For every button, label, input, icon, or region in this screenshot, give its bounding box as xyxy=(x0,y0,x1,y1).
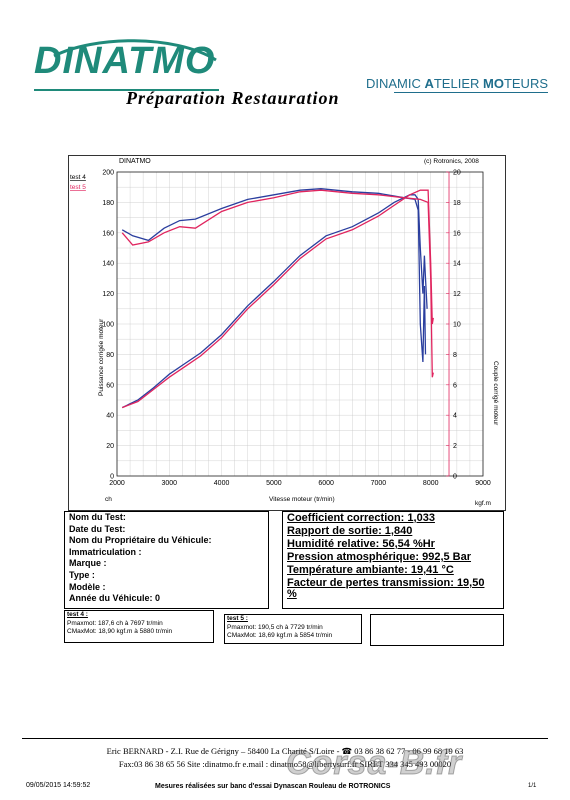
right-y-tick-label: 16 xyxy=(453,230,461,237)
series-line-test5-torque xyxy=(121,189,434,378)
x-axis-label: Vitesse moteur (tr/min) xyxy=(269,496,335,503)
x-tick-label: 9000 xyxy=(475,480,491,487)
test-date-label: Date du Test: xyxy=(69,523,126,534)
series-line-test4-power xyxy=(121,194,428,409)
x-tick-label: 2000 xyxy=(109,480,125,487)
measurement-note: Mesures réalisées sur banc d'essai Dynas… xyxy=(155,783,391,790)
model-label: Modèle : xyxy=(69,581,106,592)
owner-label: Nom du Propriétaire du Véhicule: xyxy=(69,535,212,546)
test5-results: test 5 : Pmaxmot: 190,5 ch à 7729 tr/min… xyxy=(224,614,362,644)
page-number: 1/1 xyxy=(528,783,537,789)
right-y-tick-label: 12 xyxy=(453,291,461,298)
relative-humidity: Humidité relative: 56,54 %Hr xyxy=(287,538,435,550)
dyno-chart: 2000 3000 4000 5000 6000 7000 8000 9000 0 20 40 60 8… xyxy=(68,155,506,511)
test4-pmax: Pmaxmot: 187,6 ch à 7697 tr/min xyxy=(67,619,163,627)
plot-area-frame xyxy=(116,171,484,477)
right-y-tick-label: 10 xyxy=(453,322,461,329)
x-tick-label: 4000 xyxy=(214,480,230,487)
series-line-test4-torque xyxy=(121,188,427,363)
legend-test5: test 5 xyxy=(70,184,86,191)
right-y-tick-label: 8 xyxy=(453,352,457,359)
test4-cmax: CMaxMot: 18,90 kgf.m à 5880 tr/min xyxy=(67,628,173,635)
atmospheric-pressure: Pression atmosphérique: 992,5 Bar xyxy=(287,551,472,563)
y-tick-label: 200 xyxy=(102,170,114,177)
y-tick-label: 80 xyxy=(106,352,114,359)
x-tick-label: 3000 xyxy=(161,480,177,487)
registration-label: Immatriculation : xyxy=(69,546,142,557)
y-axis-label-right: Couple corrigé moteur xyxy=(492,361,499,426)
right-y-tick-label: 18 xyxy=(453,200,461,207)
car-swoosh-icon xyxy=(53,39,217,62)
y-tick-label: 140 xyxy=(102,261,114,268)
y-tick-label: 160 xyxy=(102,230,114,237)
x-tick-label: 5000 xyxy=(266,480,282,487)
x-unit-right: kgf.m xyxy=(475,500,491,507)
x-tick-label: 8000 xyxy=(423,480,439,487)
dinatmo-logo: DINATMO xyxy=(34,38,224,100)
chart-header-left: DINATMO xyxy=(119,158,151,165)
right-y-tick-label: 0 xyxy=(453,474,457,481)
ambient-temperature: Température ambiante: 19,41 °C xyxy=(287,564,454,576)
y-tick-label: 100 xyxy=(102,322,114,329)
print-date: 09/05/2015 14:59:52 xyxy=(26,782,91,789)
logo-text: DINATMO xyxy=(34,40,216,82)
footer-contact: Fax:03 86 38 65 56 Site :dinatmo.fr e.ma… xyxy=(118,759,452,769)
x-unit-left: ch xyxy=(105,496,112,503)
footer-divider xyxy=(22,738,548,739)
x-tick-label: 6000 xyxy=(318,480,334,487)
y-axis-label: Puissance corrigée moteur xyxy=(98,318,105,396)
test-name-label: Nom du Test: xyxy=(69,512,126,522)
right-y-tick-label: 6 xyxy=(453,382,457,389)
dyno-chart-svg: 2000 3000 4000 5000 6000 7000 8000 900002040608… xyxy=(70,158,499,507)
right-y-tick-label: 2 xyxy=(453,443,457,450)
transmission-loss-unit: % xyxy=(287,588,297,600)
test4-results: test 4 : Pmaxmot: 187,6 ch à 7697 tr/min… xyxy=(64,610,214,643)
conditions-box: Coefficient correction: 1,033 Rapport de… xyxy=(282,511,504,609)
transmission-loss: Facteur de pertes transmission: 19,50 xyxy=(287,577,485,589)
right-y-tick-label: 20 xyxy=(453,170,461,177)
series-line-test5-power xyxy=(121,189,434,409)
empty-result-box xyxy=(370,614,504,646)
logo-underline xyxy=(34,89,219,91)
x-tick-label: 7000 xyxy=(371,480,387,487)
y-tick-label: 180 xyxy=(102,200,114,207)
brand-right: DINAMIC ATELIER MOTEURS xyxy=(365,76,548,91)
y-tick-label: 20 xyxy=(106,443,114,450)
test5-cmax: CMaxMot: 18,69 kgf.m à 5854 tr/min xyxy=(227,632,333,639)
y-tick-label: 40 xyxy=(106,413,114,420)
tagline: Préparation Restauration xyxy=(126,88,340,108)
test5-pmax: Pmaxmot: 190,5 ch à 7729 tr/min xyxy=(227,623,323,631)
test5-title: test 5 : xyxy=(227,615,248,622)
y-tick-label: 0 xyxy=(110,474,114,481)
brand-underline xyxy=(394,92,548,93)
correction-coefficient: Coefficient correction: 1,033 xyxy=(287,512,435,524)
brand-label: Marque : xyxy=(69,558,107,569)
watermark: Corsa-B.fr xyxy=(285,744,463,783)
y-tick-label: 120 xyxy=(102,291,114,298)
type-label: Type : xyxy=(69,569,95,580)
legend-test4: test 4 xyxy=(70,174,86,181)
right-y-tick-label: 14 xyxy=(453,261,461,268)
year-label: Année du Véhicule: 0 xyxy=(69,593,161,604)
chart-header-right: (c) Rotronics, 2008 xyxy=(424,158,479,165)
test4-title: test 4 : xyxy=(67,611,88,618)
footer-address: Eric BERNARD - Z.I. Rue de Gérigny – 584… xyxy=(106,746,464,756)
vehicle-info-box: Nom du Test: Date du Test: Nom du Propri… xyxy=(64,511,269,609)
y-tick-label: 60 xyxy=(106,382,114,389)
right-y-tick-label: 4 xyxy=(453,413,457,420)
output-ratio: Rapport de sortie: 1,840 xyxy=(287,525,413,537)
